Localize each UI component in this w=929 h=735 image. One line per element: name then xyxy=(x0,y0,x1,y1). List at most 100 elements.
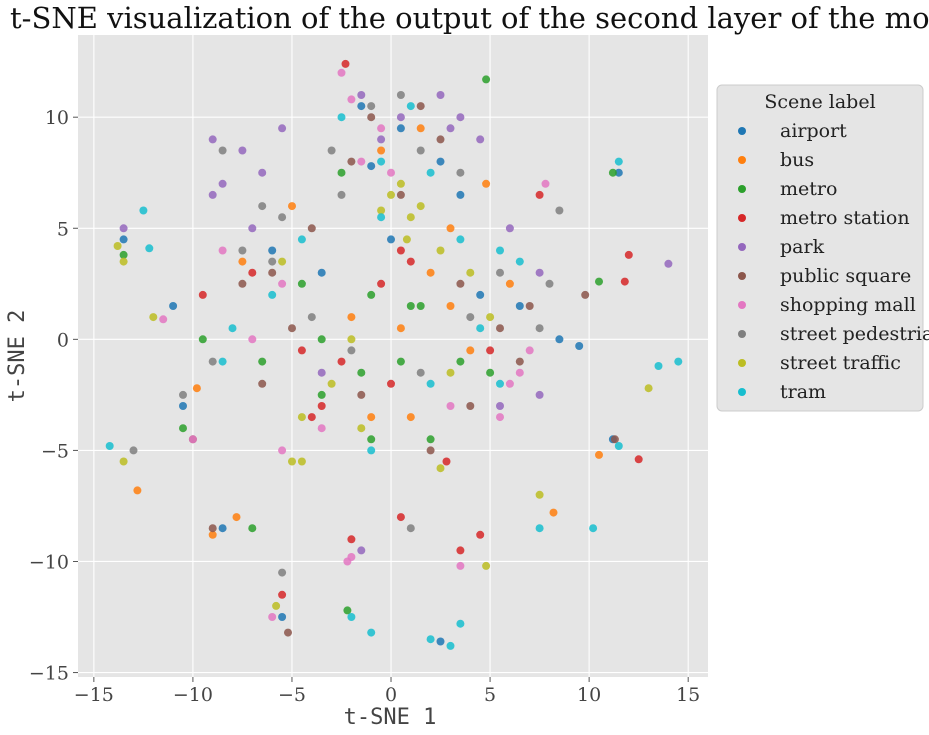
point-shopping-mall xyxy=(515,368,524,377)
point-shopping-mall xyxy=(387,168,395,177)
x-tick-label: −10 xyxy=(173,684,213,706)
point-metro xyxy=(337,168,346,177)
legend-label-public-square: public square xyxy=(780,265,911,287)
point-street-pedestrian xyxy=(367,102,376,111)
point-public-square xyxy=(416,102,425,111)
point-street-traffic xyxy=(436,464,445,473)
x-axis-label: t-SNE 1 xyxy=(344,705,437,730)
point-park xyxy=(496,402,504,410)
legend-label-street-traffic: street traffic xyxy=(780,352,901,374)
y-tick-label: −5 xyxy=(41,440,69,462)
series-public-square xyxy=(188,102,619,637)
point-tram xyxy=(228,324,237,333)
point-park xyxy=(278,124,287,133)
point-street-pedestrian xyxy=(179,390,187,399)
y-tick-label: 0 xyxy=(57,329,69,351)
legend-label-metro: metro xyxy=(780,178,837,200)
point-metro xyxy=(486,368,495,377)
point-park xyxy=(119,224,128,233)
point-shopping-mall xyxy=(188,435,197,444)
legend-marker-bus xyxy=(738,156,746,164)
point-metro-station xyxy=(337,357,346,366)
legend: Scene label airport bus metro metro station… xyxy=(716,84,929,412)
point-street-pedestrian xyxy=(466,313,475,322)
point-bus xyxy=(466,346,475,355)
point-metro xyxy=(317,335,326,344)
y-tick-label: −10 xyxy=(29,551,69,573)
x-tick-label: −15 xyxy=(74,684,114,706)
point-tram xyxy=(218,357,227,366)
point-bus xyxy=(549,508,558,517)
point-street-pedestrian xyxy=(347,346,356,355)
point-street-traffic xyxy=(482,561,491,570)
point-street-traffic xyxy=(357,424,366,433)
point-street-traffic xyxy=(644,384,653,393)
point-metro-station xyxy=(476,530,485,539)
point-tram xyxy=(367,628,376,637)
point-metro xyxy=(416,302,425,310)
point-metro-station xyxy=(347,535,356,544)
legend-marker-metro-station xyxy=(738,214,746,222)
point-metro-station xyxy=(634,455,643,464)
point-airport xyxy=(218,524,227,533)
point-public-square xyxy=(610,435,619,444)
point-metro xyxy=(456,357,465,366)
point-street-pedestrian xyxy=(545,279,554,288)
point-airport xyxy=(268,246,277,255)
point-metro xyxy=(367,290,376,299)
point-airport xyxy=(614,168,623,177)
point-street-pedestrian xyxy=(327,146,336,155)
x-tick-label: 0 xyxy=(385,684,397,706)
point-public-square xyxy=(525,302,534,310)
point-tram xyxy=(377,213,386,222)
point-park xyxy=(357,91,366,99)
point-street-pedestrian xyxy=(218,146,227,155)
point-park xyxy=(436,91,445,99)
point-street-pedestrian xyxy=(337,190,346,199)
chart-title: t-SNE visualization of the output of the… xyxy=(10,1,929,35)
point-metro xyxy=(343,606,352,615)
point-metro-station xyxy=(198,290,207,299)
point-street-pedestrian xyxy=(238,246,247,255)
legend-label-bus: bus xyxy=(780,149,814,171)
point-bus xyxy=(232,513,241,522)
point-tram xyxy=(614,442,623,450)
point-street-traffic xyxy=(486,313,495,322)
point-shopping-mall xyxy=(159,315,168,324)
point-metro-station xyxy=(406,257,415,266)
point-street-pedestrian xyxy=(208,357,217,366)
point-metro-station xyxy=(307,413,316,422)
point-airport xyxy=(515,302,524,310)
legend-label-metro-station: metro station xyxy=(780,207,910,229)
point-public-square xyxy=(347,157,356,166)
point-metro xyxy=(179,424,187,433)
point-street-traffic xyxy=(436,246,445,255)
point-airport xyxy=(278,613,287,621)
series-shopping-mall xyxy=(159,68,550,621)
point-metro xyxy=(198,335,207,344)
point-street-pedestrian xyxy=(416,146,425,155)
point-street-traffic xyxy=(297,413,306,422)
point-tram xyxy=(515,257,524,266)
point-metro-station xyxy=(456,546,465,555)
point-metro xyxy=(317,390,326,399)
point-airport xyxy=(476,290,485,299)
point-tram xyxy=(139,206,148,215)
point-bus xyxy=(377,146,386,155)
point-metro-station xyxy=(248,268,257,277)
point-tram xyxy=(456,235,465,244)
point-metro-station xyxy=(341,59,350,68)
point-tram xyxy=(446,641,455,650)
point-park xyxy=(476,135,485,144)
legend-marker-shopping-mall xyxy=(738,301,746,309)
legend-marker-airport xyxy=(738,127,746,135)
point-tram xyxy=(105,442,114,450)
point-public-square xyxy=(238,279,247,288)
y-axis-label: t-SNE 2 xyxy=(5,310,30,403)
point-shopping-mall xyxy=(248,335,257,344)
series-metro-station xyxy=(198,59,643,599)
point-park xyxy=(535,268,544,277)
y-tick-label: 10 xyxy=(45,107,69,129)
x-tick-label: 10 xyxy=(577,684,601,706)
point-public-square xyxy=(436,135,445,144)
